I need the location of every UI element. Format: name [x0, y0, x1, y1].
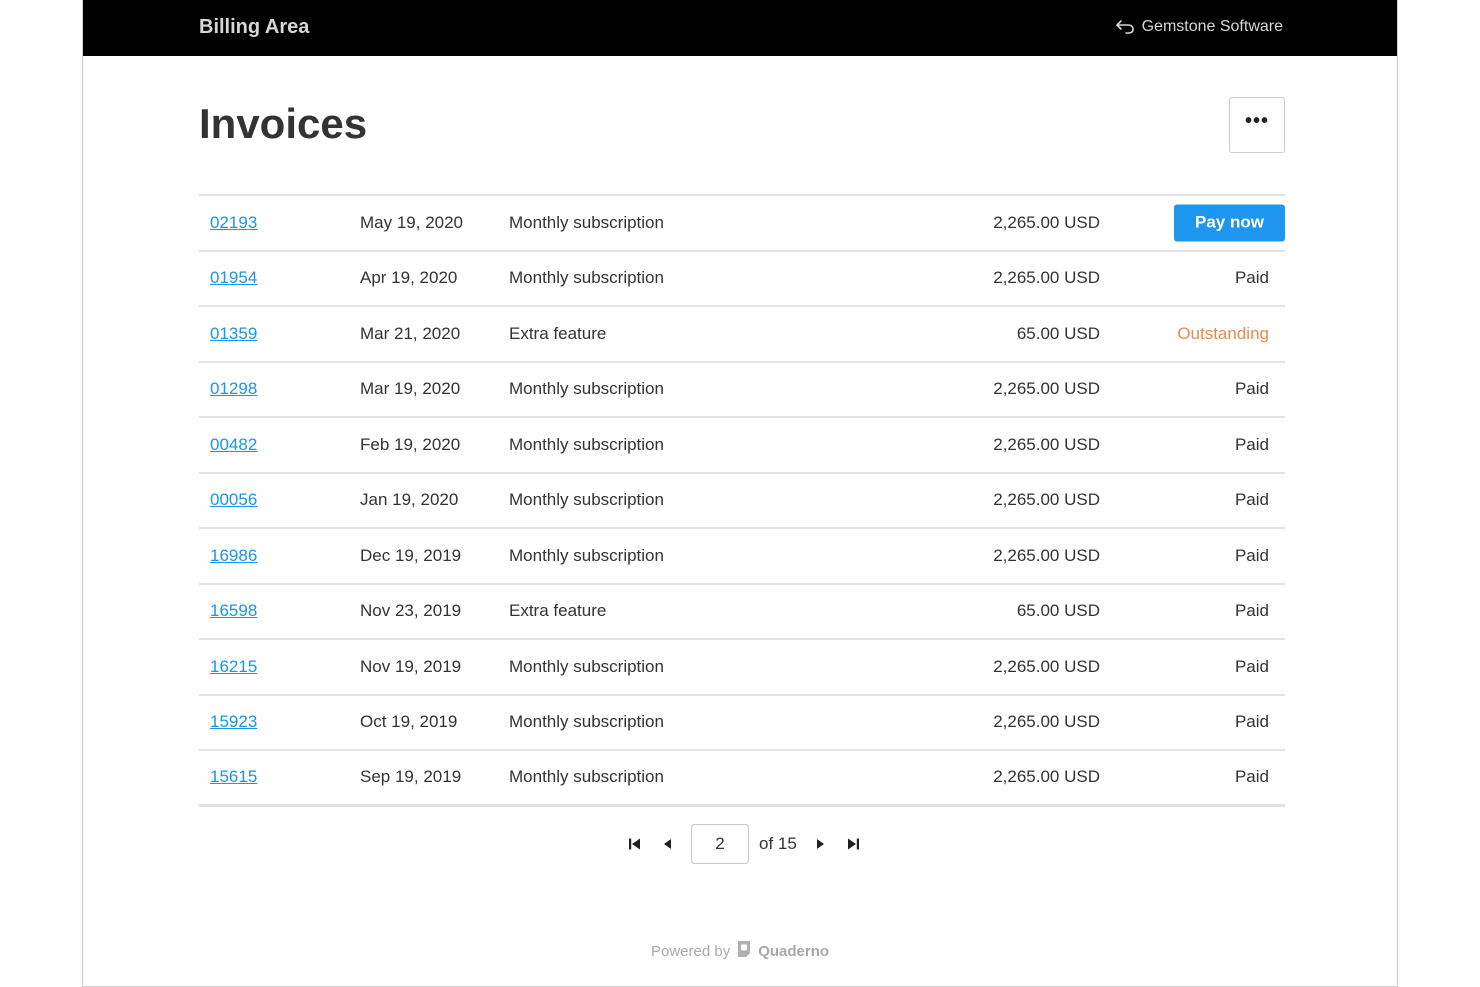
status-badge: Paid — [1234, 601, 1269, 621]
status-badge: Paid — [1234, 379, 1269, 399]
status-badge: Paid — [1234, 268, 1269, 288]
prev-page-icon[interactable] — [655, 832, 679, 856]
invoice-number-link[interactable]: 00482 — [210, 434, 258, 454]
invoice-number-link[interactable]: 16598 — [210, 601, 258, 621]
status-badge: Paid — [1234, 545, 1269, 565]
brand-name[interactable]: Quaderno — [758, 942, 830, 960]
invoice-description: Monthly subscription — [509, 212, 664, 232]
invoice-number-link[interactable]: 16986 — [210, 545, 258, 565]
invoice-date: Nov 23, 2019 — [360, 601, 462, 621]
top-bar: Billing Area Gemstone Software — [83, 0, 1397, 56]
status-badge: Paid — [1234, 656, 1269, 676]
page-title: Invoices — [199, 100, 368, 147]
invoice-date: Sep 19, 2019 — [360, 767, 462, 787]
invoice-number-link[interactable]: 01359 — [210, 323, 258, 343]
invoice-date: Apr 19, 2020 — [360, 268, 458, 288]
invoice-date: Feb 19, 2020 — [360, 434, 461, 454]
invoice-number-link[interactable]: 01954 — [210, 268, 258, 288]
invoice-description: Monthly subscription — [509, 712, 664, 732]
invoice-number-link[interactable]: 01298 — [210, 379, 258, 399]
back-arrow-icon — [1115, 19, 1135, 35]
invoice-date: Mar 21, 2020 — [360, 323, 461, 343]
invoice-row: 01954 Apr 19, 2020 Monthly subscription 2,2… — [199, 252, 1285, 307]
invoice-number-link[interactable]: 16215 — [210, 656, 258, 676]
invoice-amount: 2,265.00 USD — [993, 379, 1100, 399]
invoice-date: Jan 19, 2020 — [360, 490, 459, 510]
invoice-amount: 2,265.00 USD — [993, 212, 1100, 232]
invoice-row: 00482 Feb 19, 2020 Monthly subscription 2,2… — [199, 418, 1285, 474]
invoice-description: Extra feature — [509, 323, 607, 343]
page-number-input[interactable] — [691, 824, 749, 864]
invoice-row: 00056 Jan 19, 2020 Monthly subscription 2,2… — [199, 474, 1285, 529]
invoice-date: Nov 19, 2019 — [360, 656, 462, 676]
back-to-vendor-link[interactable]: Gemstone Software — [1115, 18, 1283, 36]
page-count-label: of 15 — [759, 834, 797, 853]
invoice-number-link[interactable]: 02193 — [210, 212, 258, 232]
app-title: Billing Area — [199, 16, 310, 38]
status-badge: Paid — [1234, 490, 1269, 510]
invoice-row: 02193 May 19, 2020 Monthly subscription 2,2… — [199, 196, 1285, 252]
invoice-row: 01298 Mar 19, 2020 Monthly subscription 2,2… — [199, 363, 1285, 418]
invoice-amount: 2,265.00 USD — [993, 712, 1100, 732]
pay-now-button[interactable]: Pay now — [1174, 204, 1285, 242]
invoice-date: Mar 19, 2020 — [360, 379, 461, 399]
invoice-description: Monthly subscription — [509, 490, 664, 510]
invoice-number-link[interactable]: 15923 — [210, 712, 258, 732]
status-badge: Paid — [1234, 434, 1269, 454]
invoice-row: 15923 Oct 19, 2019 Monthly subscription 2,2… — [199, 696, 1285, 751]
invoice-amount: 2,265.00 USD — [993, 268, 1100, 288]
more-dots-icon: ••• — [1244, 110, 1269, 132]
powered-by-label: Powered by — [651, 942, 731, 960]
last-page-icon[interactable] — [841, 832, 865, 856]
invoice-amount: 2,265.00 USD — [993, 434, 1100, 454]
invoice-row: 15615 Sep 19, 2019 Monthly subscription 2,2… — [199, 751, 1285, 807]
invoice-row: 16986 Dec 19, 2019 Monthly subscription 2,2… — [199, 529, 1285, 585]
invoice-number-link[interactable]: 00056 — [210, 490, 258, 510]
invoice-date: Oct 19, 2019 — [360, 712, 458, 732]
invoice-amount: 2,265.00 USD — [993, 767, 1100, 787]
powered-by: Powered by Quaderno — [651, 940, 829, 962]
invoice-description: Monthly subscription — [509, 268, 664, 288]
invoice-amount: 2,265.00 USD — [993, 490, 1100, 510]
invoice-row: 16598 Nov 23, 2019 Extra feature 65.00 USD P… — [199, 585, 1285, 640]
status-badge: Paid — [1234, 767, 1269, 787]
invoice-date: Dec 19, 2019 — [360, 545, 462, 565]
invoice-amount: 2,265.00 USD — [993, 656, 1100, 676]
next-page-icon[interactable] — [809, 832, 833, 856]
invoice-date: May 19, 2020 — [360, 212, 464, 232]
pagination: of 15 — [623, 824, 865, 864]
invoice-row: 16215 Nov 19, 2019 Monthly subscription 2,2… — [199, 640, 1285, 696]
invoice-amount: 65.00 USD — [1016, 601, 1100, 621]
invoice-description: Monthly subscription — [509, 434, 664, 454]
more-options-button[interactable]: ••• — [1229, 97, 1285, 153]
invoice-description: Monthly subscription — [509, 767, 664, 787]
invoice-amount: 2,265.00 USD — [993, 545, 1100, 565]
invoice-description: Monthly subscription — [509, 545, 664, 565]
invoice-row: 01359 Mar 21, 2020 Extra feature 65.00 USD O… — [199, 307, 1285, 363]
invoice-table: 02193 May 19, 2020 Monthly subscription 2,2… — [199, 194, 1285, 807]
invoice-description: Monthly subscription — [509, 379, 664, 399]
billing-window: Billing Area Gemstone Software Invoices … — [82, 0, 1398, 987]
back-link-label: Gemstone Software — [1141, 18, 1283, 35]
invoice-description: Monthly subscription — [509, 656, 664, 676]
status-badge: Outstanding — [1177, 323, 1269, 343]
invoice-amount: 65.00 USD — [1016, 323, 1100, 343]
quaderno-logo-icon — [736, 940, 752, 962]
invoice-number-link[interactable]: 15615 — [210, 767, 258, 787]
invoice-description: Extra feature — [509, 601, 607, 621]
first-page-icon[interactable] — [623, 832, 647, 856]
status-badge: Paid — [1234, 712, 1269, 732]
